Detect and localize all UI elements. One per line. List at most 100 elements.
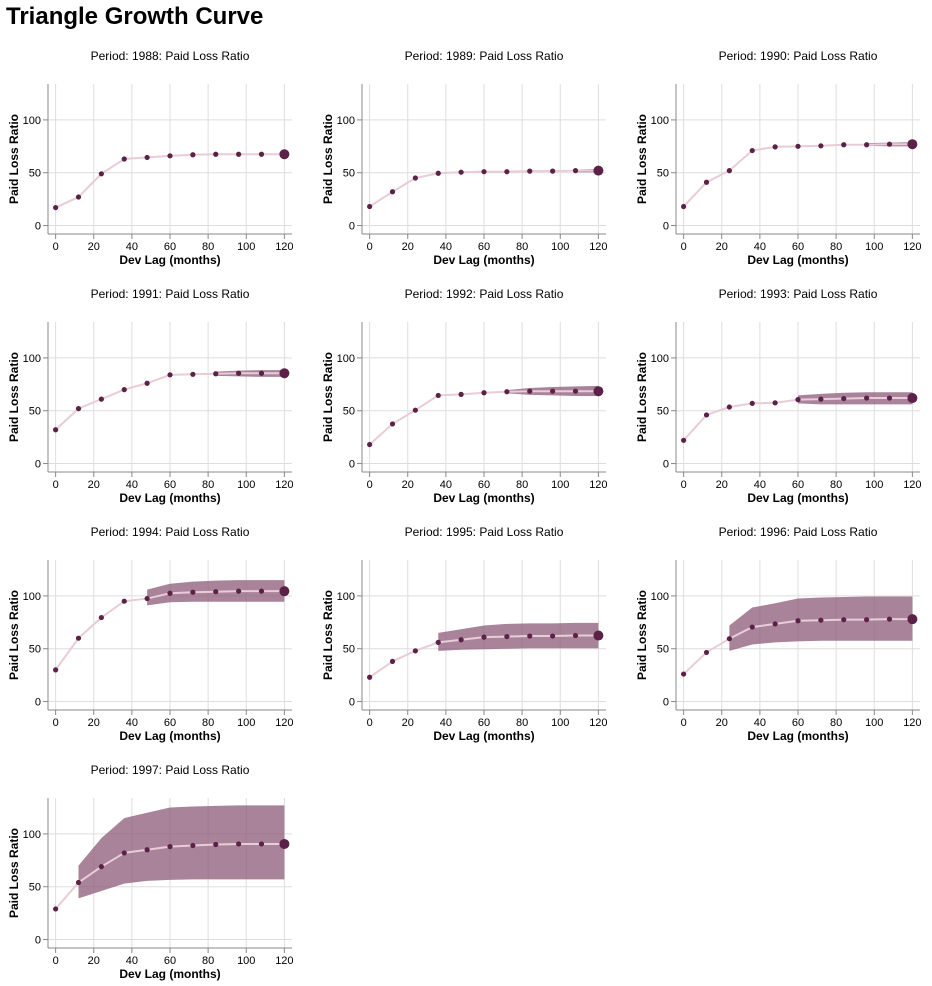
y-tick-label: 0: [663, 221, 669, 233]
data-point: [258, 370, 265, 376]
x-tick-label: 100: [865, 717, 883, 729]
data-point: [481, 390, 487, 396]
x-tick-label: 80: [830, 717, 842, 729]
data-point-latest: [593, 630, 604, 641]
y-tick-label: 0: [35, 935, 41, 947]
data-point: [213, 841, 219, 848]
x-tick-label: 80: [830, 479, 842, 491]
x-tick-label: 20: [88, 479, 100, 491]
data-point: [818, 617, 824, 623]
x-tick-label: 120: [275, 717, 293, 729]
facet-chart: Period: 1990: Paid Loss Ratio 0 20 40 60 80 10…: [635, 49, 922, 267]
y-tick-label: 100: [23, 353, 41, 365]
data-point: [367, 441, 373, 448]
facet-panel: Period: 1988: Paid Loss Ratio 0 20 40 60 80 10…: [0, 40, 300, 267]
data-point: [236, 151, 242, 157]
y-tick-label: 50: [29, 644, 41, 656]
panel-title: Period: 1992: Paid Loss Ratio: [405, 287, 564, 301]
data-point: [886, 141, 893, 147]
confidence-band: [78, 805, 285, 899]
facet-chart: Period: 1989: Paid Loss Ratio 0 20 40 60 80 10…: [321, 49, 608, 267]
facet-panel: Period: 1997: Paid Loss Ratio 0 20 40 60 80 10…: [0, 754, 300, 981]
y-axis-title: Paid Loss Ratio: [321, 352, 335, 442]
data-point: [121, 598, 127, 604]
y-tick-label: 100: [23, 829, 41, 841]
x-axis-title: Dev Lag (months): [747, 729, 848, 743]
x-tick-label: 100: [551, 479, 569, 491]
data-point: [550, 168, 556, 174]
data-point: [886, 616, 893, 622]
x-tick-label: 120: [589, 717, 607, 729]
page-title: Triangle Growth Curve: [6, 3, 264, 30]
data-point: [98, 396, 104, 402]
data-point: [681, 437, 687, 443]
facet-panel: Period: 1996: Paid Loss Ratio 0 20 40 60 80 10…: [628, 516, 928, 743]
x-tick-label: 80: [830, 241, 842, 253]
data-point: [121, 387, 127, 393]
y-tick-label: 100: [651, 591, 669, 603]
y-tick-label: 50: [343, 406, 355, 418]
data-point: [53, 906, 59, 912]
data-point: [818, 143, 824, 149]
data-point: [795, 397, 801, 403]
data-point: [504, 169, 510, 175]
data-point: [772, 400, 778, 406]
data-point-latest: [279, 368, 290, 379]
panel-title: Period: 1997: Paid Loss Ratio: [91, 763, 250, 777]
x-tick-label: 100: [551, 717, 569, 729]
x-tick-label: 20: [402, 717, 414, 729]
x-tick-label: 20: [88, 717, 100, 729]
facet-panel: Period: 1994: Paid Loss Ratio 0 20 40 60 80 10…: [0, 516, 300, 743]
facet-panel: Period: 1990: Paid Loss Ratio 0 20 40 60 80 10…: [628, 40, 928, 267]
data-point: [550, 633, 556, 639]
x-axis-title: Dev Lag (months): [119, 491, 220, 505]
y-tick-label: 100: [337, 591, 355, 603]
data-point: [841, 395, 847, 402]
data-point: [75, 194, 82, 200]
x-tick-label: 40: [126, 479, 138, 491]
y-tick-label: 50: [29, 406, 41, 418]
data-point: [412, 175, 418, 181]
x-axis-title: Dev Lag (months): [433, 491, 534, 505]
x-tick-label: 40: [754, 241, 766, 253]
data-point: [864, 617, 870, 623]
x-tick-label: 120: [903, 241, 921, 253]
data-point: [412, 648, 418, 654]
x-tick-label: 40: [126, 955, 138, 967]
y-tick-label: 0: [349, 459, 355, 471]
confidence-band: [729, 596, 913, 651]
x-tick-label: 0: [367, 479, 373, 491]
x-tick-label: 20: [716, 717, 728, 729]
data-point: [795, 618, 801, 624]
x-tick-label: 100: [237, 955, 255, 967]
panel-title: Period: 1989: Paid Loss Ratio: [405, 49, 564, 63]
x-tick-label: 60: [478, 717, 490, 729]
panel-title: Period: 1991: Paid Loss Ratio: [91, 287, 250, 301]
data-point: [75, 635, 82, 641]
data-point: [190, 589, 196, 595]
data-point-latest: [279, 149, 290, 160]
data-point: [236, 588, 242, 594]
data-point: [795, 143, 801, 149]
data-point: [864, 142, 870, 148]
data-point: [98, 171, 104, 177]
data-point: [703, 412, 710, 418]
data-point: [213, 371, 219, 377]
x-tick-label: 0: [681, 717, 687, 729]
data-point: [726, 168, 732, 174]
x-tick-label: 60: [164, 955, 176, 967]
data-point-latest: [593, 165, 604, 176]
x-axis-title: Dev Lag (months): [747, 253, 848, 267]
data-point: [749, 147, 755, 154]
facet-panel: Period: 1989: Paid Loss Ratio 0 20 40 60 80 10…: [314, 40, 614, 267]
x-tick-label: 120: [589, 241, 607, 253]
y-tick-label: 0: [35, 221, 41, 233]
x-tick-label: 80: [202, 241, 214, 253]
x-tick-label: 60: [478, 479, 490, 491]
y-tick-label: 0: [35, 697, 41, 709]
panel-title: Period: 1993: Paid Loss Ratio: [719, 287, 878, 301]
y-tick-label: 100: [651, 115, 669, 127]
data-point: [572, 168, 579, 174]
data-point: [818, 396, 824, 402]
data-point: [121, 850, 127, 856]
